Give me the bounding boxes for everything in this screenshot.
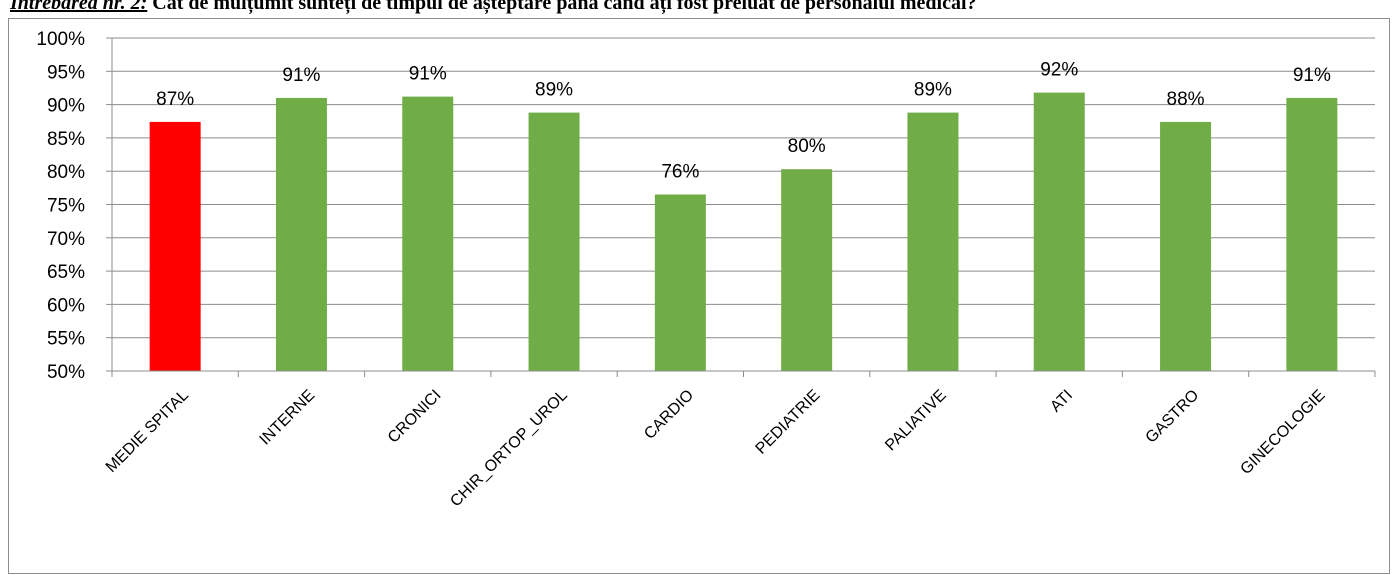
- y-tick-label: 65%: [47, 262, 85, 283]
- data-label: 91%: [409, 64, 447, 85]
- x-tick-label: GASTRO: [1143, 387, 1203, 447]
- data-label: 91%: [282, 65, 320, 86]
- data-label: 80%: [788, 136, 826, 157]
- question-number: Întrebarea nr. 2:: [10, 0, 148, 14]
- y-tick-label: 50%: [47, 362, 85, 383]
- x-tick-label: CARDIO: [641, 387, 697, 443]
- data-labels: 87% 91% 91% 89% 76% 80% 89% 92% 88% 91%: [156, 60, 1331, 183]
- y-tick-label: 70%: [47, 229, 85, 250]
- y-tick-label: 95%: [47, 62, 85, 83]
- bar-gastro: [1160, 121, 1212, 371]
- data-label: 89%: [535, 80, 573, 101]
- x-tick-label: PEDIATRIE: [753, 387, 824, 458]
- bar-pediatrie: [781, 169, 833, 371]
- y-tick-label: 75%: [47, 196, 85, 217]
- data-label: 92%: [1040, 60, 1078, 81]
- data-label: 91%: [1293, 65, 1331, 86]
- data-label: 76%: [661, 162, 699, 183]
- data-label: 88%: [1167, 89, 1205, 110]
- y-axis-ticks: 50% 55% 60% 65% 70% 75% 80% 85% 90% 95% 100%: [36, 29, 112, 383]
- y-tick-label: 100%: [36, 29, 85, 50]
- x-tick-label: ATI: [1047, 387, 1076, 416]
- question-title: Întrebarea nr. 2: Cât de mulțumit sunteț…: [10, 0, 977, 15]
- bar-chir-ortop-urol: [528, 112, 580, 371]
- x-axis: [111, 38, 1376, 377]
- bar-ginecologie: [1286, 97, 1338, 371]
- y-tick-label: 60%: [47, 295, 85, 316]
- y-tick-label: 90%: [47, 96, 85, 117]
- y-tick-label: 85%: [47, 129, 85, 150]
- x-tick-label: INTERNE: [257, 387, 319, 449]
- x-tick-label: CRONICI: [385, 387, 445, 447]
- bar-paliative: [907, 112, 959, 371]
- y-tick-label: 80%: [47, 162, 85, 183]
- bar-cardio: [654, 194, 706, 371]
- bar-medie-spital: [149, 121, 201, 371]
- bar-ati: [1033, 92, 1085, 371]
- bar-cronici: [402, 96, 454, 371]
- data-label: 89%: [914, 80, 952, 101]
- y-tick-label: 55%: [47, 329, 85, 350]
- data-label: 87%: [156, 89, 194, 110]
- x-tick-label: MEDIE SPITAL: [103, 387, 192, 476]
- x-axis-ticks: MEDIE SPITAL INTERNE CRONICI CHIR_ORTOP_URO…: [103, 387, 1329, 511]
- bars: [149, 92, 1338, 371]
- bar-interne: [275, 97, 327, 371]
- x-tick-label: GINECOLOGIE: [1237, 387, 1328, 478]
- x-tick-label: PALIATIVE: [882, 387, 950, 455]
- x-tick-label: CHIR_ORTOP_UROL: [447, 387, 571, 511]
- question-text: Cât de mulțumit sunteți de timpul de așt…: [152, 0, 977, 14]
